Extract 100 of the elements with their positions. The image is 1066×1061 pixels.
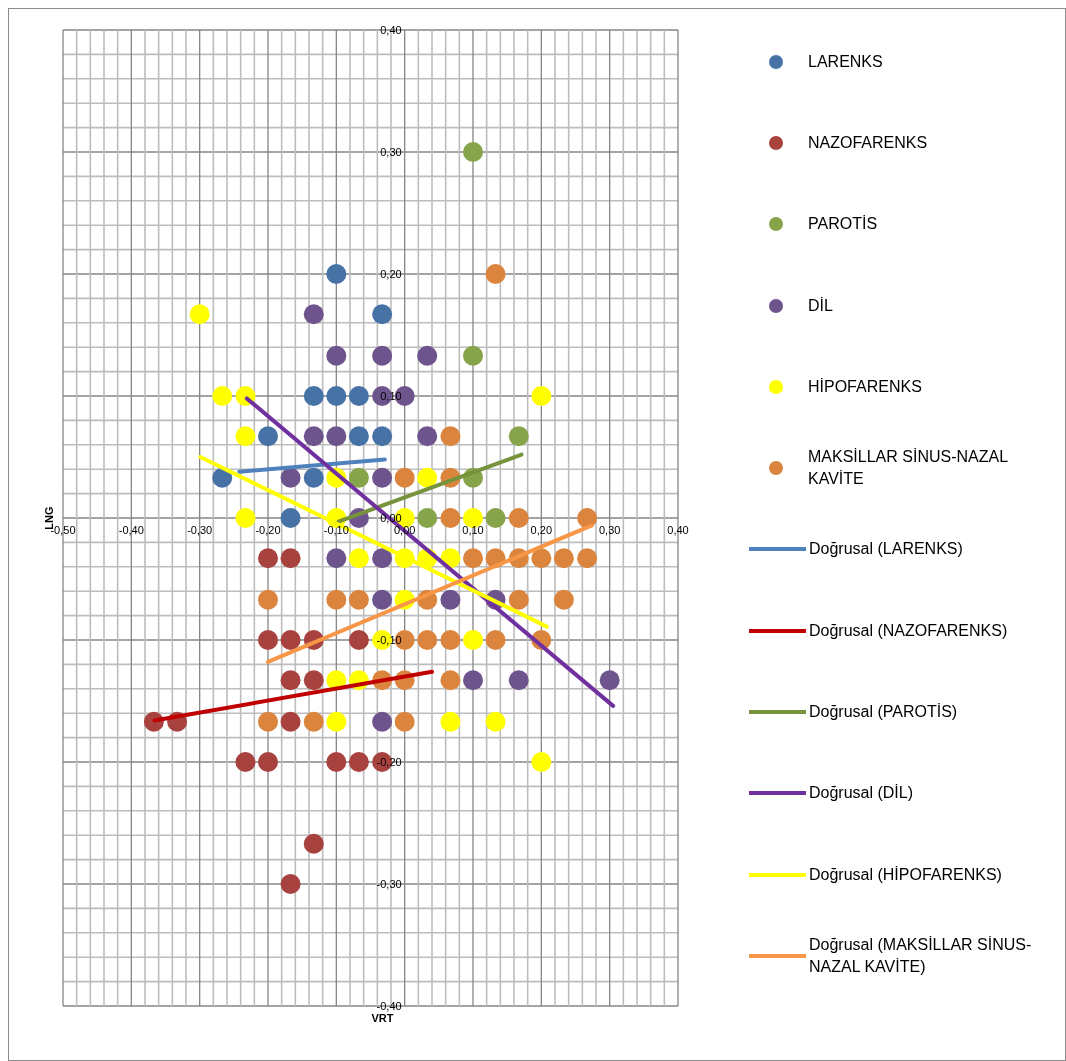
point — [326, 264, 347, 284]
point — [531, 752, 552, 772]
point — [394, 711, 415, 732]
y-tick-label: -0,30 — [376, 878, 402, 890]
point — [280, 874, 301, 894]
point — [189, 304, 210, 325]
point — [485, 711, 506, 732]
legend-label: PAROTİS — [808, 214, 879, 235]
point — [280, 630, 301, 650]
point — [303, 833, 324, 854]
point — [280, 548, 301, 569]
point — [417, 508, 438, 528]
point — [326, 752, 347, 772]
point — [440, 589, 461, 610]
legend-label: Doğrusal (PAROTİS) — [809, 702, 959, 722]
x-tick-label: 0,20 — [530, 524, 553, 536]
point — [508, 508, 529, 528]
point — [508, 670, 529, 691]
point — [303, 426, 324, 447]
point — [303, 467, 324, 488]
x-axis-title: VRT — [371, 1012, 394, 1024]
point — [440, 426, 461, 447]
point — [212, 386, 233, 406]
point — [372, 711, 393, 732]
point — [463, 630, 483, 650]
legend-label: Doğrusal (LARENKS) — [809, 539, 964, 560]
point — [531, 548, 552, 569]
point — [326, 426, 347, 447]
point — [463, 548, 483, 569]
legend-label: DİL — [808, 295, 834, 316]
legend-label: Doğrusal (NAZOFARENKS) — [809, 620, 1009, 641]
point — [348, 467, 369, 488]
point — [463, 508, 483, 528]
point — [280, 670, 301, 691]
x-tick-label: -0,20 — [255, 524, 281, 536]
point — [440, 508, 461, 528]
point — [599, 670, 620, 691]
point — [348, 386, 369, 406]
point — [440, 711, 461, 732]
point — [463, 670, 483, 691]
point — [508, 589, 529, 610]
legend-label: NAZOFARENKS — [808, 132, 929, 153]
x-tick-label: 0,30 — [598, 524, 621, 536]
point — [372, 345, 393, 366]
point — [348, 426, 369, 447]
point — [440, 670, 461, 691]
point — [258, 548, 278, 569]
point — [348, 752, 369, 772]
point — [372, 467, 393, 488]
x-tick-label: -0,40 — [118, 524, 144, 536]
point — [326, 548, 347, 569]
point — [417, 345, 438, 366]
point — [394, 467, 415, 488]
point — [258, 711, 278, 732]
point — [280, 711, 301, 732]
point — [417, 467, 438, 488]
point — [372, 304, 393, 325]
legend-label: Doğrusal (HİPOFARENKS) — [809, 864, 1003, 885]
point — [326, 711, 347, 732]
point — [235, 426, 256, 447]
point — [553, 589, 574, 610]
point — [553, 548, 574, 569]
legend-label: Doğrusal (MAKSİLLAR SİNUS-NAZAL KAVİTE) — [809, 934, 1033, 977]
point — [417, 426, 438, 447]
y-tick-label: 0,40 — [380, 24, 402, 36]
point — [463, 142, 483, 162]
point — [508, 426, 529, 447]
point — [417, 630, 438, 650]
point — [348, 630, 369, 650]
point — [348, 589, 369, 610]
point — [326, 386, 347, 406]
point — [258, 426, 278, 447]
point — [258, 630, 278, 650]
y-tick-label: 0,30 — [380, 146, 402, 158]
y-axis-title: LNG — [43, 506, 55, 530]
point — [463, 345, 483, 366]
legend-label: MAKSİLLAR SİNUS-NAZAL KAVİTE — [808, 447, 1009, 490]
legend-label: Doğrusal (DİL) — [809, 783, 915, 804]
point — [258, 752, 278, 772]
point — [280, 508, 301, 528]
point — [531, 386, 552, 406]
point — [303, 670, 324, 691]
point — [280, 467, 301, 488]
legend-label: HİPOFARENKS — [808, 376, 923, 397]
point — [485, 264, 506, 284]
point — [258, 589, 278, 610]
x-tick-label: -0,10 — [323, 524, 349, 536]
point — [577, 508, 598, 528]
point — [235, 508, 256, 528]
y-tick-label: 0,20 — [380, 268, 402, 280]
x-tick-label: 0,10 — [462, 524, 484, 536]
point — [303, 711, 324, 732]
point — [485, 508, 506, 528]
y-tick-label: -0,40 — [376, 1000, 402, 1012]
x-tick-label: -0,30 — [187, 524, 213, 536]
point — [303, 304, 324, 325]
point — [485, 630, 506, 650]
point — [372, 548, 393, 569]
point — [235, 752, 256, 772]
point — [440, 630, 461, 650]
